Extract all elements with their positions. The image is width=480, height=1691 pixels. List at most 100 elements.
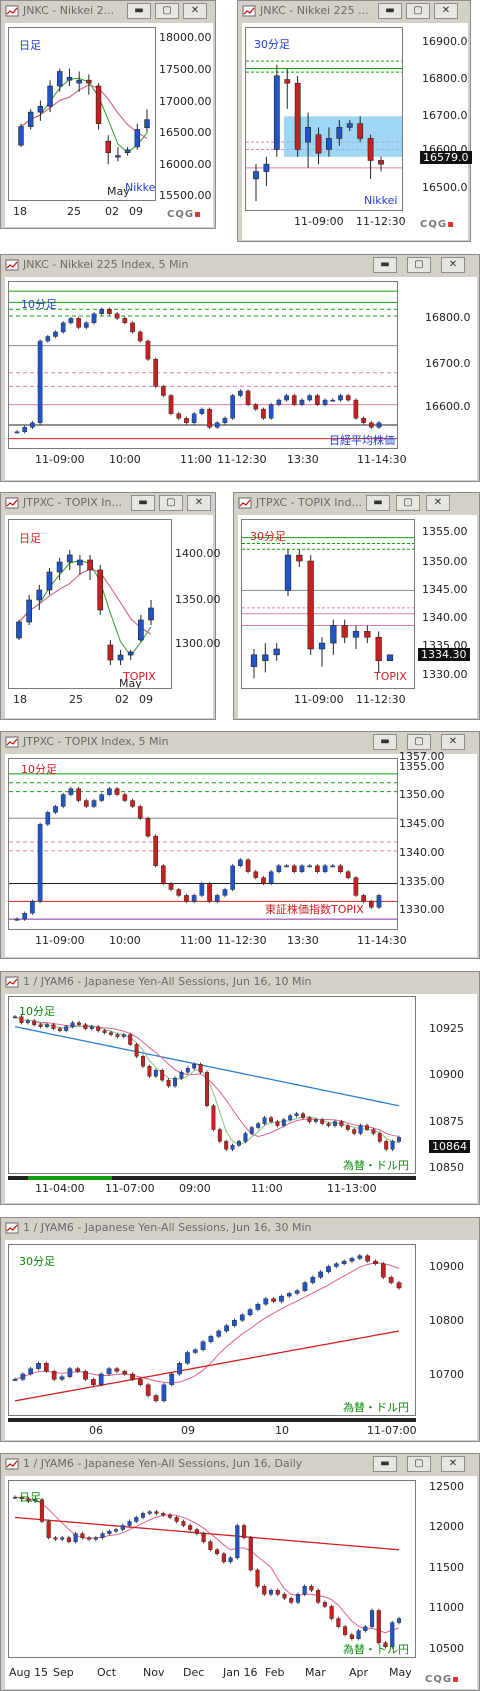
- x-tick: 11-07:00: [367, 1424, 417, 1437]
- candle-body: [86, 79, 92, 84]
- window-titlebar[interactable]: 1 / JYAM6 - Japanese Yen-All Sessions, J…: [1, 1218, 479, 1238]
- window-titlebar[interactable]: JTPXC - TOPIX In... ▬ ▢ ✕: [1, 493, 215, 513]
- minimize-button[interactable]: ▬: [378, 3, 402, 19]
- window-titlebar[interactable]: JNKC - Nikkei 225 Index, 5 Min ▬ ▢ ✕: [1, 255, 479, 275]
- chart-window-yen-10min[interactable]: 1 / JYAM6 - Japanese Yen-All Sessions, J…: [0, 971, 480, 1205]
- candle-body: [230, 865, 235, 890]
- window-titlebar[interactable]: JNKC - Nikkei 2... ▬ ▢ ✕: [1, 1, 215, 21]
- candle-body: [268, 871, 274, 884]
- candle-body: [153, 358, 158, 387]
- chart-window-nikkei-30min[interactable]: JNKC - Nikkei 225 ... ▬ ▢ ✕ 30分足 Nikkei …: [237, 0, 472, 242]
- candle-body: [176, 413, 182, 419]
- chart-pane[interactable]: 30分足 TOPIX 1355.00 1350.00 1345.00 1340.…: [238, 515, 477, 718]
- plot-area[interactable]: 日足 為替・ドル円: [8, 1480, 416, 1658]
- candle-body: [217, 1129, 222, 1142]
- chart-svg: [9, 290, 397, 440]
- candle-body: [338, 395, 343, 401]
- candle-body: [145, 340, 151, 360]
- chart-window-yen-30min[interactable]: 1 / JYAM6 - Japanese Yen-All Sessions, J…: [0, 1217, 480, 1442]
- close-button[interactable]: ✕: [187, 495, 211, 511]
- maximize-button[interactable]: ▢: [406, 3, 430, 19]
- close-button[interactable]: ✕: [441, 734, 465, 750]
- candle-body: [357, 123, 364, 139]
- chart-window-icon: [5, 1222, 19, 1234]
- chart-pane[interactable]: 日足 TOPIX May 1400.00 1350.00 1300.00 18 …: [5, 515, 221, 718]
- plot-area[interactable]: 10分足 日経平均株価: [8, 281, 398, 449]
- candle-body: [168, 395, 174, 414]
- plot-area[interactable]: 10分足 東証株価指数TOPIX: [8, 758, 398, 930]
- chart-pane[interactable]: 30分足 Nikkei 16900.0 16800.0 16700.0 1660…: [242, 23, 472, 240]
- candle-body: [161, 865, 166, 884]
- x-tick: 11-12:30: [217, 453, 267, 466]
- chart-window-icon: [242, 5, 256, 17]
- minimize-button[interactable]: ▬: [373, 257, 397, 273]
- candle-body: [105, 140, 111, 153]
- chart-window-topix-30min[interactable]: JTPXC - TOPIX Ind... ▬ ▢ ✕ 30分足 TOPIX 13…: [233, 492, 480, 720]
- x-tick: 18: [13, 205, 27, 218]
- maximize-button[interactable]: ▢: [407, 734, 431, 750]
- x-tick: 09: [181, 1424, 195, 1437]
- minimize-button[interactable]: ▬: [373, 734, 397, 750]
- candle-body: [330, 625, 337, 644]
- close-button[interactable]: ✕: [426, 495, 450, 511]
- candle-body: [83, 1371, 88, 1380]
- chart-window-topix-5min[interactable]: JTPXC - TOPIX Index, 5 Min ▬ ▢ ✕ 10分足 東証…: [0, 731, 480, 959]
- x-tick: Mar: [305, 1666, 326, 1679]
- x-tick: 10: [275, 1424, 289, 1437]
- chart-pane[interactable]: 10分足 為替・ドル円 10925 10900 10875 10850 1086…: [5, 994, 477, 1203]
- candle-body: [166, 1079, 171, 1087]
- candle-body: [208, 1336, 214, 1342]
- close-button[interactable]: ✕: [434, 3, 458, 19]
- chart-window-nikkei-daily[interactable]: JNKC - Nikkei 2... ▬ ▢ ✕ 日足 Nikkei 18000…: [0, 0, 216, 229]
- maximize-button[interactable]: ▢: [396, 495, 420, 511]
- plot-area[interactable]: 日足 TOPIX May: [8, 519, 172, 689]
- candle-body: [109, 1032, 113, 1035]
- window-titlebar[interactable]: JTPXC - TOPIX Ind... ▬ ▢ ✕: [234, 493, 479, 513]
- candle-body: [396, 1618, 402, 1623]
- candle-body: [43, 1363, 49, 1372]
- candle-body: [122, 1371, 128, 1375]
- plot-area[interactable]: 30分足 Nikkei: [245, 27, 403, 211]
- plot-area[interactable]: 30分足 為替・ドル円: [8, 1244, 416, 1416]
- candle-body: [91, 800, 97, 807]
- maximize-button[interactable]: ▢: [155, 3, 179, 19]
- candle-body: [316, 1590, 321, 1603]
- chart-pane[interactable]: 日足 為替・ドル円 12500 12000 11500 11000 10500 …: [5, 1476, 477, 1689]
- minimize-button[interactable]: ▬: [373, 1456, 397, 1472]
- plot-area[interactable]: 30分足 TOPIX: [241, 519, 415, 689]
- chart-pane[interactable]: 日足 Nikkei 18000.00 17500.00 17000.00 165…: [5, 23, 213, 227]
- candle-body: [185, 1352, 190, 1364]
- chart-window-yen-daily[interactable]: 1 / JYAM6 - Japanese Yen-All Sessions, J…: [0, 1453, 480, 1691]
- maximize-button[interactable]: ▢: [159, 495, 183, 511]
- candle-body: [268, 404, 274, 419]
- window-titlebar[interactable]: JTPXC - TOPIX Index, 5 Min ▬ ▢ ✕: [1, 732, 479, 752]
- candle-body: [102, 1030, 107, 1033]
- plot-area[interactable]: 日足 Nikkei: [8, 27, 156, 201]
- x-tick: 25: [67, 205, 81, 218]
- minimize-button[interactable]: ▬: [131, 495, 155, 511]
- window-titlebar[interactable]: JNKC - Nikkei 225 ... ▬ ▢ ✕: [238, 1, 470, 21]
- candle-body: [357, 1255, 363, 1259]
- window-titlebar[interactable]: 1 / JYAM6 - Japanese Yen-All Sessions, J…: [1, 972, 479, 992]
- chart-window-topix-daily[interactable]: JTPXC - TOPIX In... ▬ ▢ ✕ 日足 TOPIX May 1…: [0, 492, 221, 720]
- close-button[interactable]: ✕: [183, 3, 207, 19]
- candle-body: [276, 865, 282, 872]
- candle-body: [262, 654, 269, 661]
- plot-area[interactable]: 10分足 為替・ドル円: [8, 996, 416, 1174]
- window-title: 1 / JYAM6 - Japanese Yen-All Sessions, J…: [23, 1221, 312, 1234]
- close-button[interactable]: ✕: [441, 1456, 465, 1472]
- candle-body: [32, 1020, 37, 1025]
- window-titlebar[interactable]: 1 / JYAM6 - Japanese Yen-All Sessions, J…: [1, 1454, 479, 1474]
- candle-body: [27, 111, 34, 127]
- chart-window-nikkei-5min[interactable]: JNKC - Nikkei 225 Index, 5 Min ▬ ▢ ✕ 10分…: [0, 254, 480, 482]
- last-price-badge: 1334.30: [418, 648, 470, 661]
- minimize-button[interactable]: ▬: [127, 3, 151, 19]
- maximize-button[interactable]: ▢: [407, 1456, 431, 1472]
- maximize-button[interactable]: ▢: [407, 257, 431, 273]
- chart-pane[interactable]: 30分足 為替・ドル円 10900 10800 10700 06 09 10 1…: [5, 1240, 477, 1440]
- minimize-button[interactable]: ▬: [366, 495, 390, 511]
- chart-pane[interactable]: 10分足 東証株価指数TOPIX 1357.00 1355.00 1350.00…: [5, 750, 477, 957]
- chart-pane[interactable]: 10分足 日経平均株価 16800.0 16700.0 16600.0 11-0…: [5, 277, 477, 480]
- candle-body: [20, 1373, 26, 1380]
- close-button[interactable]: ✕: [441, 257, 465, 273]
